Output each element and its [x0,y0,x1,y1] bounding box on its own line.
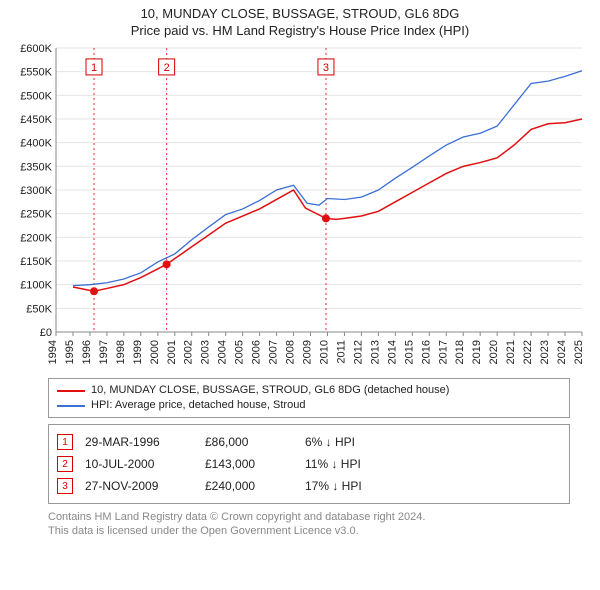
svg-text:1998: 1998 [115,340,127,364]
svg-text:£0: £0 [40,327,52,339]
legend-swatch [57,405,85,407]
svg-text:2025: 2025 [573,340,585,364]
legend-item: HPI: Average price, detached house, Stro… [57,398,561,413]
svg-text:2020: 2020 [488,340,500,364]
svg-text:1999: 1999 [132,340,144,364]
svg-text:2009: 2009 [302,340,314,364]
svg-text:2011: 2011 [335,340,347,364]
legend-label: 10, MUNDAY CLOSE, BUSSAGE, STROUD, GL6 8… [91,383,449,398]
svg-text:£50K: £50K [26,303,52,315]
transaction-row: 3 27-NOV-2009£240,00017% ↓ HPI [57,475,561,497]
svg-text:£500K: £500K [20,90,52,102]
svg-text:2006: 2006 [251,340,263,364]
price-chart: £0 £50K £100K £150K £200K £250K £300K £350K £400… [10,42,590,372]
svg-text:2000: 2000 [149,340,161,364]
svg-text:2014: 2014 [386,340,398,364]
license-line-1: Contains HM Land Registry data © Crown c… [48,510,570,524]
transactions-table: 1 29-MAR-1996£86,0006% ↓ HPI 2 10-JUL-2000£… [48,424,570,504]
transaction-date: 27-NOV-2009 [85,479,205,493]
svg-text:2021: 2021 [505,340,517,364]
svg-text:1994: 1994 [47,340,59,364]
transaction-delta: 11% ↓ HPI [305,457,425,471]
legend: 10, MUNDAY CLOSE, BUSSAGE, STROUD, GL6 8… [48,378,570,418]
legend-item: 10, MUNDAY CLOSE, BUSSAGE, STROUD, GL6 8… [57,383,561,398]
svg-text:£350K: £350K [20,161,52,173]
chart-subtitle: Price paid vs. HM Land Registry's House … [0,21,600,42]
svg-text:2024: 2024 [556,340,568,364]
license-text: Contains HM Land Registry data © Crown c… [48,510,570,538]
chart-svg: £0 £50K £100K £150K £200K £250K £300K £350K £400… [10,42,590,372]
svg-text:2007: 2007 [268,340,280,364]
svg-text:£200K: £200K [20,232,52,244]
transaction-marker: 2 [57,456,73,472]
svg-text:2002: 2002 [183,340,195,364]
transaction-date: 29-MAR-1996 [85,435,205,449]
svg-text:£400K: £400K [20,138,52,150]
svg-text:2017: 2017 [437,340,449,364]
svg-text:2022: 2022 [522,340,534,364]
svg-text:2003: 2003 [200,340,212,364]
svg-text:1995: 1995 [64,340,76,364]
svg-text:£150K: £150K [20,256,52,268]
chart-title: 10, MUNDAY CLOSE, BUSSAGE, STROUD, GL6 8… [0,0,600,21]
transaction-price: £86,000 [205,435,305,449]
svg-text:£550K: £550K [20,67,52,79]
transaction-price: £143,000 [205,457,305,471]
svg-text:£100K: £100K [20,280,52,292]
svg-text:£450K: £450K [20,114,52,126]
svg-text:1: 1 [91,62,97,74]
transaction-row: 2 10-JUL-2000£143,00011% ↓ HPI [57,453,561,475]
legend-label: HPI: Average price, detached house, Stro… [91,398,305,413]
svg-text:1997: 1997 [98,340,110,364]
transaction-marker: 3 [57,478,73,494]
svg-text:2015: 2015 [403,340,415,364]
svg-text:2: 2 [164,62,170,74]
transaction-price: £240,000 [205,479,305,493]
svg-text:£250K: £250K [20,209,52,221]
svg-text:2008: 2008 [285,340,297,364]
svg-text:2001: 2001 [166,340,178,364]
svg-text:2004: 2004 [217,340,229,364]
svg-text:2010: 2010 [318,340,330,364]
svg-text:2018: 2018 [454,340,466,364]
svg-text:2012: 2012 [352,340,364,364]
transaction-delta: 6% ↓ HPI [305,435,425,449]
license-line-2: This data is licensed under the Open Gov… [48,524,570,538]
svg-text:1996: 1996 [81,340,93,364]
legend-swatch [57,390,85,392]
transaction-marker: 1 [57,434,73,450]
transaction-date: 10-JUL-2000 [85,457,205,471]
svg-text:2016: 2016 [420,340,432,364]
transaction-row: 1 29-MAR-1996£86,0006% ↓ HPI [57,431,561,453]
svg-text:£300K: £300K [20,185,52,197]
svg-text:2023: 2023 [539,340,551,364]
svg-text:2005: 2005 [234,340,246,364]
svg-text:£600K: £600K [20,43,52,55]
transaction-delta: 17% ↓ HPI [305,479,425,493]
svg-text:3: 3 [323,62,329,74]
svg-text:2013: 2013 [369,340,381,364]
svg-text:2019: 2019 [471,340,483,364]
